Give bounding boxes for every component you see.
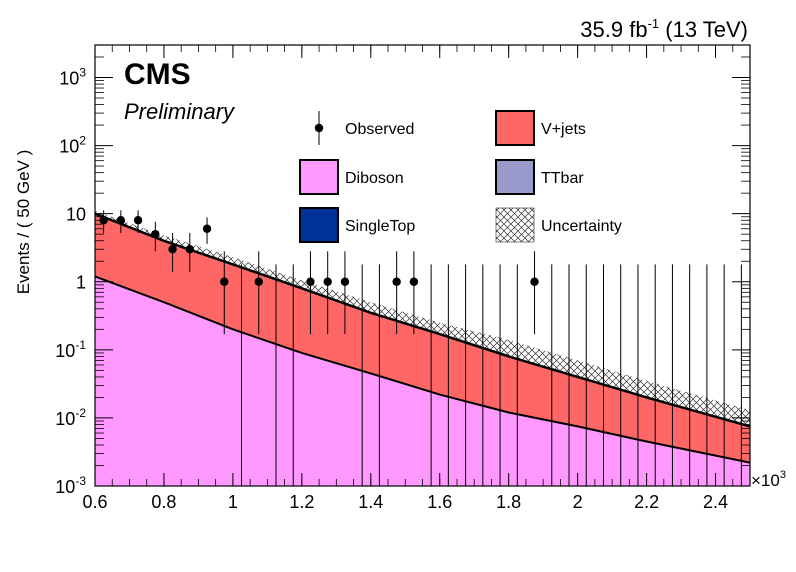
observed-marker bbox=[323, 277, 332, 286]
observed-point bbox=[202, 217, 212, 244]
plot-area bbox=[95, 210, 750, 486]
legend-label: Observed bbox=[345, 121, 414, 138]
observed-point bbox=[254, 251, 263, 335]
legend-entry: TTbar bbox=[495, 159, 584, 195]
y-tick-exp: -1 bbox=[75, 338, 86, 352]
lumi-value: 35.9 fb bbox=[580, 17, 647, 42]
status-label: Preliminary bbox=[124, 99, 236, 124]
y-tick-label: 102 bbox=[59, 134, 86, 157]
legend-swatch bbox=[299, 207, 339, 243]
observed-point bbox=[392, 251, 401, 335]
legend-label: SingleTop bbox=[345, 218, 415, 235]
observed-point bbox=[340, 251, 350, 335]
x-multiplier-base: ×10 bbox=[751, 471, 780, 490]
y-axis-label: Events / ( 50 GeV ) bbox=[14, 150, 33, 295]
y-tick-base: 10 bbox=[55, 341, 75, 361]
diboson-total-line bbox=[95, 275, 750, 464]
y-tick-label: 10-2 bbox=[55, 406, 86, 429]
legend-swatch bbox=[495, 159, 535, 195]
y-tick-exp: -2 bbox=[75, 406, 86, 420]
y-tick-base: 10 bbox=[55, 477, 75, 497]
legend-entry: Uncertainty bbox=[495, 207, 622, 243]
x-tick-label: 1.2 bbox=[289, 492, 314, 512]
y-tick-label: 1 bbox=[76, 273, 86, 293]
empty-bin-errors bbox=[241, 264, 742, 486]
x-tick-label: 2.4 bbox=[703, 492, 728, 512]
observed-point bbox=[409, 251, 419, 335]
experiment-label: CMS bbox=[124, 58, 191, 91]
x-axis: 0.6 0.8 1 1.2 1.4 1.6 1.8 2 2.2 2.4 bbox=[82, 45, 751, 512]
x-tick-label: 1.6 bbox=[427, 492, 452, 512]
legend-entry: Diboson bbox=[299, 159, 404, 195]
observed-marker bbox=[116, 216, 126, 225]
y-tick-base: 1 bbox=[76, 273, 86, 293]
legend-observed-marker bbox=[314, 123, 324, 133]
observed-marker bbox=[168, 245, 177, 254]
x-tick-label: 0.8 bbox=[151, 492, 176, 512]
x-tick-label: 2.2 bbox=[634, 492, 659, 512]
y-tick-label: 103 bbox=[59, 65, 86, 88]
y-tick-label: 10 bbox=[66, 205, 86, 225]
legend-label: Uncertainty bbox=[541, 218, 622, 235]
legend-entry: SingleTop bbox=[299, 207, 415, 243]
stack-total-line bbox=[95, 212, 750, 428]
legend-entry: V+jets bbox=[495, 110, 586, 146]
observed-marker bbox=[202, 224, 212, 233]
x-multiplier: ×103 bbox=[751, 469, 786, 490]
observed-points bbox=[99, 210, 539, 335]
observed-point bbox=[116, 210, 126, 233]
observed-point bbox=[220, 251, 229, 335]
observed-marker bbox=[133, 216, 143, 225]
y-tick-label: 10-1 bbox=[55, 338, 86, 361]
legend-swatch bbox=[495, 207, 535, 243]
y-tick-exp: 3 bbox=[79, 65, 86, 79]
legend-entry: Observed bbox=[314, 111, 414, 145]
observed-marker bbox=[392, 277, 401, 286]
legend-label: Diboson bbox=[345, 170, 404, 187]
observed-point bbox=[306, 251, 315, 335]
observed-marker bbox=[409, 277, 419, 286]
x-tick-label: 2 bbox=[573, 492, 583, 512]
lumi-energy: (13 TeV) bbox=[659, 17, 748, 42]
legend-label: TTbar bbox=[541, 170, 584, 187]
lumi-label: 35.9 fb-1 (13 TeV) bbox=[580, 16, 748, 42]
observed-marker bbox=[530, 277, 539, 286]
x-tick-label: 1.4 bbox=[358, 492, 383, 512]
y-tick-base: 10 bbox=[59, 68, 79, 88]
x-tick-label: 1.8 bbox=[496, 492, 521, 512]
observed-point bbox=[530, 251, 539, 335]
y-tick-exp: -3 bbox=[75, 474, 86, 488]
x-tick-label: 0.6 bbox=[82, 492, 107, 512]
observed-point bbox=[323, 251, 332, 335]
x-multiplier-exp: 3 bbox=[780, 469, 786, 481]
lumi-sup: -1 bbox=[648, 16, 660, 31]
observed-marker bbox=[306, 277, 315, 286]
legend-swatch bbox=[299, 159, 339, 195]
legend-label: V+jets bbox=[541, 121, 586, 138]
x-tick-label: 1 bbox=[228, 492, 238, 512]
y-tick-base: 10 bbox=[55, 409, 75, 429]
observed-point bbox=[151, 221, 160, 252]
y-tick-label: 10-3 bbox=[55, 474, 86, 497]
legend: Observed V+jets Diboson TTbar SingleTop Uncer… bbox=[299, 110, 622, 243]
observed-point bbox=[185, 232, 195, 272]
y-tick-base: 10 bbox=[59, 137, 79, 157]
observed-marker bbox=[254, 277, 263, 286]
observed-marker bbox=[151, 229, 160, 239]
y-tick-exp: 2 bbox=[79, 134, 86, 148]
observed-marker bbox=[340, 277, 350, 286]
observed-point bbox=[168, 232, 177, 272]
legend-swatch bbox=[495, 110, 535, 146]
observed-marker bbox=[185, 245, 195, 254]
observed-marker bbox=[220, 277, 229, 286]
y-tick-base: 10 bbox=[66, 205, 86, 225]
observed-point bbox=[133, 210, 143, 233]
